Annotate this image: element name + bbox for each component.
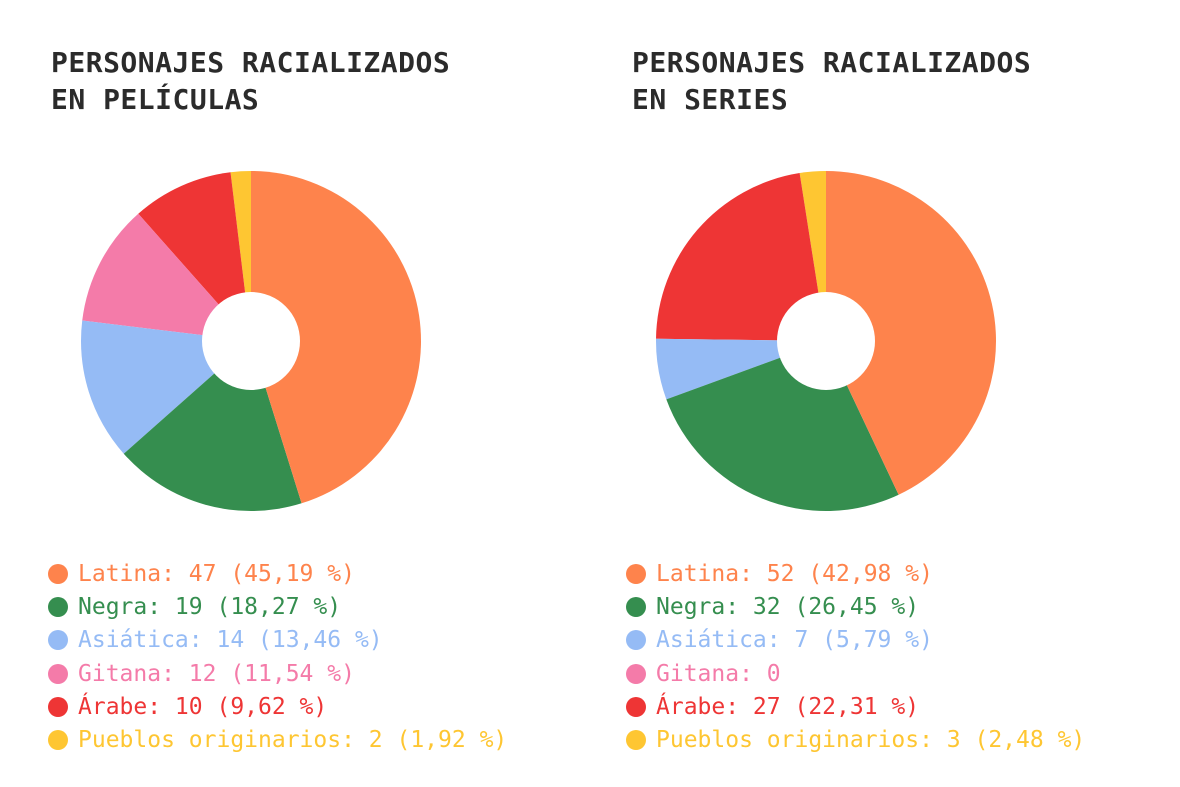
legend-label: Negra: 19 (18,27 %) [78,593,342,620]
legend-label: Latina: 52 (42,98 %) [656,560,933,587]
chart-title: PERSONAJES RACIALIZADOS EN SERIES [632,44,1031,118]
legend-swatch [626,596,646,617]
slice-arabe [138,172,251,341]
legend-item-asiatica: Asiática: 7 (5,79 %) [626,624,1085,657]
legend-item-arabe: Árabe: 27 (22,31 %) [626,690,1085,723]
chart-title-line: EN PELÍCULAS [51,83,260,116]
legend-swatch [48,630,68,651]
legend-item-pueblos-originarios: Pueblos originarios: 3 (2,48 %) [626,723,1085,756]
legend-label: Asiática: 7 (5,79 %) [656,627,933,654]
chart-title: PERSONAJES RACIALIZADOS EN PELÍCULAS [51,44,450,118]
legend: Latina: 52 (42,98 %) Negra: 32 (26,45 %) A… [626,557,1085,757]
legend-label: Latina: 47 (45,19 %) [78,560,355,587]
legend-item-arabe: Árabe: 10 (9,62 %) [48,690,507,723]
chart-panel-peliculas: PERSONAJES RACIALIZADOS EN PELÍCULAS Lat… [0,0,580,787]
chart-panel-series: PERSONAJES RACIALIZADOS EN SERIES Latina… [580,0,1160,787]
legend-swatch [626,730,646,751]
legend-label: Pueblos originarios: 2 (1,92 %) [78,727,508,754]
legend-item-pueblos-originarios: Pueblos originarios: 2 (1,92 %) [48,723,507,756]
legend-label: Pueblos originarios: 3 (2,48 %) [656,727,1086,754]
legend-swatch [48,696,68,717]
chart-title-line: PERSONAJES RACIALIZADOS [51,46,451,79]
legend-swatch [626,696,646,717]
legend: Latina: 47 (45,19 %) Negra: 19 (18,27 %) A… [48,557,507,757]
legend-label: Árabe: 27 (22,31 %) [656,693,920,720]
legend-item-gitana: Gitana: 12 (11,54 %) [48,657,507,690]
legend-swatch [48,663,68,684]
legend-item-negra: Negra: 19 (18,27 %) [48,590,507,623]
donut-chart-peliculas [81,171,421,511]
legend-swatch [626,563,646,584]
slice-latina [826,171,997,495]
legend-label: Negra: 32 (26,45 %) [656,593,920,620]
legend-swatch [626,630,646,651]
legend-item-latina: Latina: 52 (42,98 %) [626,557,1085,590]
donut-chart-series [655,171,997,511]
donut-hole [777,292,875,390]
slice-arabe [656,173,826,341]
legend-label: Gitana: 0 [656,660,781,687]
legend-swatch [48,563,68,584]
slice-gitana [82,213,252,341]
legend-swatch [48,730,68,751]
legend-swatch [626,663,646,684]
legend-item-negra: Negra: 32 (26,45 %) [626,590,1085,623]
chart-title-line: EN SERIES [632,83,789,116]
legend-item-gitana: Gitana: 0 [626,657,1085,690]
legend-label: Gitana: 12 (11,54 %) [78,660,355,687]
legend-swatch [48,596,68,617]
legend-item-asiatica: Asiática: 14 (13,46 %) [48,624,507,657]
chart-title-line: PERSONAJES RACIALIZADOS [632,46,1032,79]
slice-latina [251,171,421,504]
legend-item-latina: Latina: 47 (45,19 %) [48,557,507,590]
donut-hole [202,292,300,390]
legend-label: Árabe: 10 (9,62 %) [78,693,328,720]
legend-label: Asiática: 14 (13,46 %) [78,627,383,654]
